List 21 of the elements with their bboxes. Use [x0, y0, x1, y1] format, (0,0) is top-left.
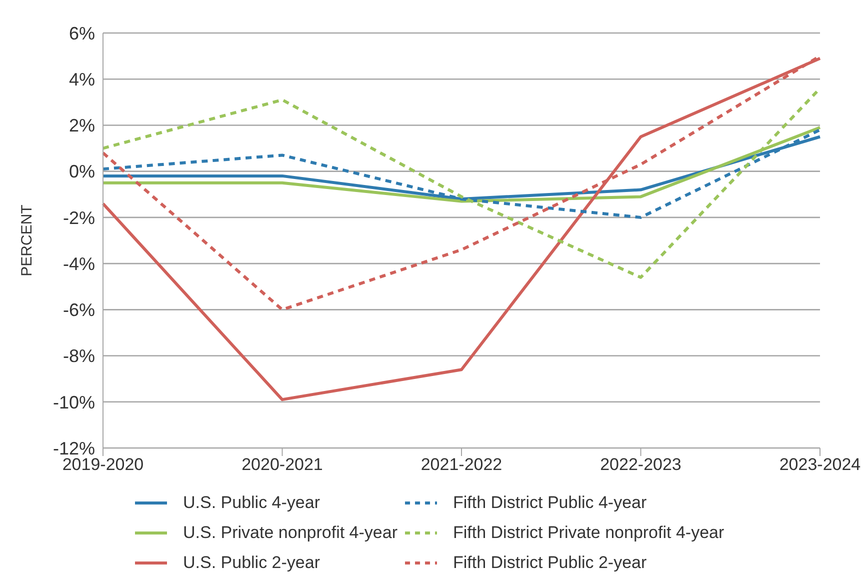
legend-label: U.S. Private nonprofit 4-year — [183, 523, 398, 543]
y-tick-label: -2% — [62, 208, 95, 228]
x-tick-label: 2021-2022 — [420, 455, 502, 474]
y-tick-label: 4% — [68, 70, 95, 90]
y-tick-label: -8% — [62, 346, 95, 366]
y-tick-label: -6% — [62, 300, 95, 320]
y-tick-label: 6% — [68, 23, 95, 44]
y-tick-label: -4% — [62, 254, 95, 274]
x-tick-label: 2020-2021 — [242, 455, 323, 474]
x-tick-label: 2023-2024 — [779, 455, 861, 474]
line-series — [102, 128, 822, 219]
legend-label: Fifth District Private nonprofit 4-year — [453, 523, 724, 543]
x-tick-label: 2022-2023 — [600, 455, 682, 474]
legend-label: Fifth District Public 2-year — [453, 553, 647, 573]
legend-label: U.S. Public 2-year — [183, 553, 320, 573]
legend-label: Fifth District Public 4-year — [453, 493, 647, 513]
y-tick-label: -10% — [52, 392, 95, 412]
y-tick-label: 2% — [68, 116, 95, 136]
y-tick-label: 0% — [68, 162, 95, 182]
legend-label: U.S. Public 4-year — [183, 493, 320, 513]
y-axis-title: PERCENT — [18, 204, 36, 276]
